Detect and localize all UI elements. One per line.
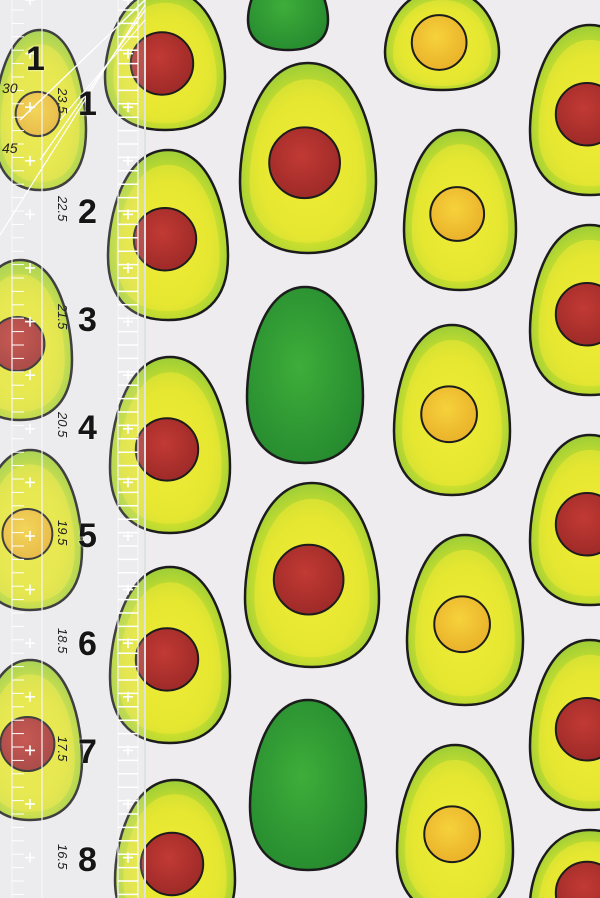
- yellow-pit: [429, 186, 486, 242]
- yellow-pit: [433, 595, 491, 654]
- avocado-half: [243, 481, 381, 669]
- ruler-number: 7: [78, 733, 97, 771]
- ruler-number: 6: [78, 625, 97, 663]
- ruler-angle-number: 16.5: [55, 844, 70, 870]
- ruler-number: 8: [78, 841, 97, 879]
- ruler-angle-number: 20.5: [55, 412, 70, 438]
- ruler-angle-line: [19, 0, 146, 121]
- ruler-angle-number: 17.5: [55, 736, 70, 762]
- avocado-half: [528, 638, 600, 812]
- avocado-half: [528, 23, 600, 197]
- avocado-half: [0, 28, 88, 192]
- red-pit: [132, 207, 198, 272]
- ruler-edge-number: 45: [2, 140, 18, 156]
- quilting-ruler: [0, 0, 146, 898]
- red-pit: [134, 417, 200, 482]
- ruler-number: 3: [78, 301, 97, 339]
- avocado-half: [0, 658, 84, 822]
- red-pit: [554, 860, 600, 898]
- avocado-half: [238, 61, 378, 255]
- ruler-angle-number: 22.5: [55, 196, 70, 222]
- red-pit: [139, 831, 205, 897]
- yellow-pit: [423, 805, 481, 864]
- avocado-half: [529, 828, 600, 898]
- ruler-number: 1: [78, 85, 97, 123]
- avocado-half: [383, 0, 501, 92]
- avocado-half: [528, 223, 600, 397]
- red-pit: [554, 697, 600, 762]
- ruler-angle-line: [59, 19, 146, 121]
- yellow-pit: [420, 385, 478, 444]
- red-pit: [0, 715, 56, 773]
- ruler-edge-number: 30: [2, 80, 18, 96]
- yellow-pit: [410, 14, 468, 71]
- whole-avocado: [246, 0, 330, 52]
- ruler-number: 5: [78, 517, 97, 555]
- whole-avocado: [245, 285, 365, 465]
- red-pit: [134, 627, 200, 692]
- ruler-angle-number: 19.5: [55, 520, 70, 546]
- avocado-half: [392, 323, 512, 497]
- avocado-half: [405, 533, 525, 707]
- yellow-pit: [14, 90, 61, 138]
- red-pit: [554, 492, 600, 557]
- ruler-edge-number: 1: [26, 40, 45, 78]
- red-pit: [268, 126, 341, 200]
- ruler-number: 2: [78, 193, 97, 231]
- ruler-angle-number: 23.5: [55, 88, 70, 114]
- red-pit: [554, 82, 600, 147]
- red-pit: [554, 282, 600, 347]
- avocado-half: [402, 128, 518, 292]
- avocado-half: [395, 743, 515, 898]
- whole-avocado: [248, 698, 368, 872]
- red-pit: [0, 315, 46, 373]
- ruler-angle-line: [0, 4, 146, 236]
- ruler-angle-number: 18.5: [55, 628, 70, 654]
- ruler-angle-number: 21.5: [55, 304, 70, 330]
- ruler-number: 4: [78, 409, 97, 447]
- avocado-half: [528, 433, 600, 607]
- ruler-body: [0, 0, 145, 898]
- ruler-angle-line: [39, 9, 146, 161]
- avocado-half: [0, 258, 74, 422]
- red-pit: [272, 543, 345, 616]
